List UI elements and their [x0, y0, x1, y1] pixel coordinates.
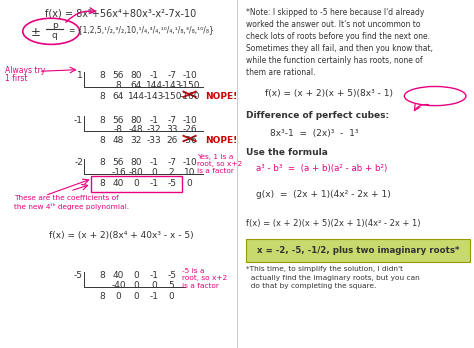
Text: 48: 48: [113, 136, 124, 145]
Text: 0: 0: [169, 292, 174, 301]
Text: -1: -1: [150, 271, 158, 280]
Text: 2: 2: [169, 168, 174, 177]
Text: 8: 8: [116, 81, 121, 90]
Text: x = -2, -5, -1/2, plus two imaginary roots*: x = -2, -5, -1/2, plus two imaginary roo…: [257, 246, 460, 255]
Text: NOPE!: NOPE!: [205, 136, 237, 145]
Text: -143: -143: [144, 92, 164, 101]
Text: -2: -2: [74, 158, 83, 167]
Text: 0: 0: [133, 271, 139, 280]
Text: 80: 80: [130, 71, 142, 80]
Text: root, so x+2: root, so x+2: [197, 161, 242, 167]
Text: Yes, 1 is a: Yes, 1 is a: [197, 154, 233, 160]
Text: -5 is a: -5 is a: [182, 268, 205, 274]
Text: 0: 0: [133, 281, 139, 290]
Text: 0: 0: [116, 292, 121, 301]
Text: 40: 40: [113, 179, 124, 188]
Text: 26: 26: [166, 136, 177, 145]
Text: 1: 1: [77, 71, 83, 80]
Text: f(x) = (x + 2)(8x⁴ + 40x³ - x - 5): f(x) = (x + 2)(8x⁴ + 40x³ - x - 5): [48, 231, 193, 240]
Text: 0: 0: [151, 281, 157, 290]
Text: *Note: I skipped to -5 here because I'd already
worked the answer out. It's not : *Note: I skipped to -5 here because I'd …: [246, 8, 434, 77]
Text: the new 4ᵗʰ degree polynomial.: the new 4ᵗʰ degree polynomial.: [14, 203, 129, 209]
Text: 32: 32: [130, 136, 142, 145]
Text: 0: 0: [151, 168, 157, 177]
Text: -5: -5: [167, 271, 176, 280]
Text: -36: -36: [182, 136, 197, 145]
Text: a³ - b³  =  (a + b)(a² - ab + b²): a³ - b³ = (a + b)(a² - ab + b²): [256, 164, 387, 173]
Text: 33: 33: [166, 125, 177, 134]
Text: -5: -5: [167, 179, 176, 188]
Text: 8: 8: [99, 136, 105, 145]
Text: NOPE!: NOPE!: [205, 92, 237, 101]
Text: -32: -32: [147, 125, 161, 134]
Text: -150: -150: [161, 92, 182, 101]
Text: 10: 10: [184, 168, 195, 177]
Text: -5: -5: [74, 271, 83, 280]
Text: 8: 8: [99, 179, 105, 188]
Text: f(x) = (x + 2)(x + 5)(2x + 1)(4x² - 2x + 1): f(x) = (x + 2)(x + 5)(2x + 1)(4x² - 2x +…: [246, 219, 421, 228]
Text: 8: 8: [99, 92, 105, 101]
Text: f(x) = 8x⁵+56x⁴+80x³-x²-7x-10: f(x) = 8x⁵+56x⁴+80x³-x²-7x-10: [45, 9, 197, 19]
Text: 1 first: 1 first: [5, 74, 27, 83]
Text: 80: 80: [130, 158, 142, 167]
Text: Difference of perfect cubes:: Difference of perfect cubes:: [246, 111, 390, 120]
Text: is a factor: is a factor: [197, 168, 234, 174]
Text: 5: 5: [169, 281, 174, 290]
Text: 8x³-1  =  (2x)³  -  1³: 8x³-1 = (2x)³ - 1³: [270, 129, 359, 138]
Text: 56: 56: [113, 71, 124, 80]
Text: 56: 56: [113, 158, 124, 167]
Text: -7: -7: [167, 116, 176, 125]
Text: -8: -8: [114, 125, 123, 134]
Text: These are the coefficients of: These are the coefficients of: [14, 195, 119, 201]
Text: 8: 8: [99, 116, 105, 125]
Text: 0: 0: [133, 179, 139, 188]
Text: 8: 8: [99, 292, 105, 301]
Text: -1: -1: [150, 116, 158, 125]
Text: 64: 64: [130, 81, 142, 90]
Text: 8: 8: [99, 71, 105, 80]
Text: -1: -1: [150, 179, 158, 188]
Text: q: q: [52, 31, 57, 40]
Text: -1: -1: [150, 158, 158, 167]
Text: is a factor: is a factor: [182, 283, 219, 288]
Text: ±: ±: [31, 26, 40, 39]
Text: -143: -143: [162, 81, 182, 90]
Text: 80: 80: [130, 116, 142, 125]
Text: -7: -7: [167, 71, 176, 80]
Text: -7: -7: [167, 158, 176, 167]
Text: root, so x+2: root, so x+2: [182, 275, 228, 281]
Bar: [246, 239, 470, 262]
Text: 64: 64: [113, 92, 124, 101]
Text: 40: 40: [113, 271, 124, 280]
Text: 144: 144: [146, 81, 163, 90]
Text: -16: -16: [111, 168, 126, 177]
Text: = {1,2,5,¹/₂,³/₂,10,¹/₄,³/₄,¹⁰/₄,¹/₈,³/₈,¹⁰/₈}: = {1,2,5,¹/₂,³/₂,10,¹/₄,³/₄,¹⁰/₄,¹/₈,³/₈…: [69, 25, 214, 34]
Text: -40: -40: [111, 281, 126, 290]
Text: -160: -160: [179, 92, 200, 101]
Text: -10: -10: [182, 71, 197, 80]
Text: 8: 8: [99, 271, 105, 280]
Text: *This time, to simplify the solution, I didn't
  actually find the imaginary roo: *This time, to simplify the solution, I …: [246, 266, 420, 289]
Text: Use the formula: Use the formula: [246, 148, 328, 157]
Text: -80: -80: [128, 168, 144, 177]
Text: -10: -10: [182, 116, 197, 125]
Text: -1: -1: [74, 116, 83, 125]
Text: p: p: [52, 21, 57, 30]
Text: f(x) = (x + 2)(x + 5)(8x³ - 1): f(x) = (x + 2)(x + 5)(8x³ - 1): [265, 89, 393, 98]
Text: 0: 0: [187, 179, 192, 188]
Bar: [91, 176, 182, 192]
Text: 0: 0: [133, 292, 139, 301]
Text: -10: -10: [182, 158, 197, 167]
Text: -1: -1: [150, 71, 158, 80]
Text: 144: 144: [128, 92, 145, 101]
Text: 56: 56: [113, 116, 124, 125]
Text: 8: 8: [99, 158, 105, 167]
Text: g(x)  =  (2x + 1)(4x² - 2x + 1): g(x) = (2x + 1)(4x² - 2x + 1): [256, 190, 391, 199]
Text: -150: -150: [179, 81, 200, 90]
Text: -48: -48: [129, 125, 143, 134]
Text: -33: -33: [146, 136, 162, 145]
Text: -1: -1: [150, 292, 158, 301]
Text: -26: -26: [182, 125, 197, 134]
Text: Always try: Always try: [5, 66, 45, 75]
